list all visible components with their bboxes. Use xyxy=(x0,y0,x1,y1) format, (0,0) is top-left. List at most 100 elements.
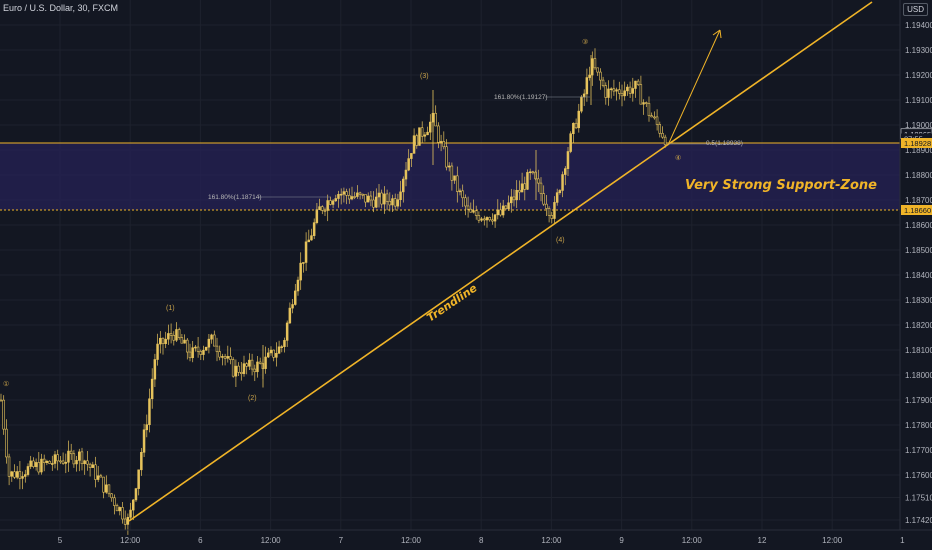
candle-body xyxy=(658,124,661,134)
y-tick-label: 1.19300 xyxy=(905,46,932,55)
candle-body xyxy=(94,464,97,480)
candle-body xyxy=(445,146,448,168)
wave-label-circle-4: ④ xyxy=(675,154,681,162)
x-tick-label: 6 xyxy=(198,536,203,545)
candle-body xyxy=(493,214,497,222)
candle-body xyxy=(491,219,494,222)
candle-body xyxy=(280,346,283,348)
candle-body xyxy=(86,460,89,465)
candle-body xyxy=(113,497,116,506)
candle-body xyxy=(296,279,300,292)
candle-body xyxy=(15,471,19,478)
svg-text:1.18928: 1.18928 xyxy=(904,139,931,148)
candle-body xyxy=(2,399,5,430)
x-tick-label: 12:00 xyxy=(541,536,562,545)
candle-body xyxy=(18,471,22,479)
plot-background xyxy=(0,0,900,530)
candle-body xyxy=(91,464,95,468)
candle-body xyxy=(302,262,305,264)
wave-label-4: (4) xyxy=(556,237,565,244)
candle-body xyxy=(177,329,181,338)
candle-body xyxy=(285,322,289,341)
candle-body xyxy=(121,507,124,520)
candle-body xyxy=(323,210,327,212)
candle-body xyxy=(466,205,470,210)
price-label-orange: 1.18928 xyxy=(901,138,932,148)
price-axis[interactable]: 1.17420 1.17510 1.17600 1.17700 1.17800 1.179… xyxy=(905,21,932,525)
candle-body xyxy=(401,178,405,193)
candle-body xyxy=(221,356,224,358)
candle-body xyxy=(501,205,505,216)
candle-body xyxy=(374,196,378,208)
candle-body xyxy=(118,507,122,512)
candle-body xyxy=(563,168,567,175)
candle-body xyxy=(175,329,178,341)
candle-body xyxy=(472,210,475,213)
candle-body xyxy=(156,343,159,360)
candle-body xyxy=(569,133,572,152)
candle-body xyxy=(45,460,49,463)
candle-body xyxy=(653,116,656,119)
candle-body xyxy=(482,218,486,221)
candle-body xyxy=(447,165,451,168)
svg-text:1.18660: 1.18660 xyxy=(904,206,931,215)
candle-body xyxy=(69,450,73,455)
candle-body xyxy=(72,453,76,465)
y-tick-label: 1.19400 xyxy=(905,21,932,30)
y-tick-label: 1.17700 xyxy=(905,446,932,455)
candle-body xyxy=(377,192,381,198)
candle-body xyxy=(42,458,46,463)
y-tick-label: 1.19100 xyxy=(905,96,932,105)
candle-body xyxy=(310,235,313,241)
candle-body xyxy=(334,198,337,202)
candle-body xyxy=(509,196,513,204)
candle-body xyxy=(248,359,251,367)
candle-body xyxy=(453,175,456,181)
candle-body xyxy=(450,165,454,181)
candle-body xyxy=(213,334,216,347)
candle-body xyxy=(437,125,440,143)
candle-body xyxy=(83,460,86,465)
candle-body xyxy=(288,307,292,324)
candle-body xyxy=(88,463,92,468)
y-tick-label: 1.18200 xyxy=(905,321,932,330)
candle-body xyxy=(115,505,119,512)
candle-body xyxy=(455,175,459,192)
symbol-title[interactable]: Euro / U.S. Dollar, 30, FXCM xyxy=(3,3,119,13)
currency-badge[interactable]: USD xyxy=(903,3,928,16)
candle-body xyxy=(601,79,605,86)
x-tick-label: 12:00 xyxy=(261,536,282,545)
x-tick-label: 12:00 xyxy=(401,536,422,545)
price-label-orange: 1.18660 xyxy=(901,205,932,215)
candle-body xyxy=(172,334,176,341)
candle-body xyxy=(358,192,362,195)
candle-body xyxy=(326,200,329,211)
candle-body xyxy=(240,372,243,374)
candle-body xyxy=(148,398,151,425)
x-tick-label: 1 xyxy=(900,536,905,545)
time-axis[interactable]: 5 12:00 6 12:00 7 12:00 8 12:00 9 12:00 12 12:00 1 xyxy=(58,536,905,545)
candle-body xyxy=(80,451,84,465)
candle-body xyxy=(245,363,248,367)
candle-body xyxy=(231,359,235,377)
candle-body xyxy=(361,193,364,196)
candle-body xyxy=(142,429,146,453)
candle-body xyxy=(626,86,629,92)
candle-body xyxy=(215,345,219,352)
candle-body xyxy=(528,171,532,174)
candle-body xyxy=(126,517,130,525)
candle-body xyxy=(272,349,275,358)
candle-body xyxy=(512,196,516,201)
y-tick-label: 1.18000 xyxy=(905,371,932,380)
trendline xyxy=(128,1,873,522)
candle-body xyxy=(593,58,597,69)
candle-body xyxy=(515,189,518,201)
candle-body xyxy=(434,112,437,127)
candle-body xyxy=(186,339,189,353)
candle-body xyxy=(29,460,32,467)
candle-body xyxy=(350,196,354,200)
candle-body xyxy=(507,202,510,210)
x-tick-label: 5 xyxy=(58,536,63,545)
candle-body xyxy=(407,158,410,171)
